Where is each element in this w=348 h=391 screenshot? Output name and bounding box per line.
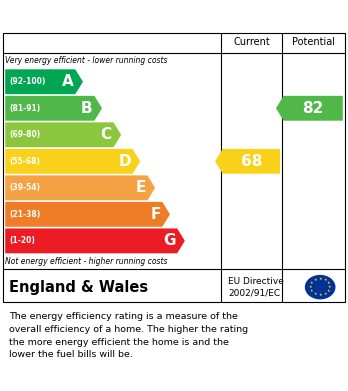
Text: 82: 82 — [302, 101, 324, 116]
Text: F: F — [150, 207, 160, 222]
Polygon shape — [5, 69, 83, 94]
Text: Potential: Potential — [292, 37, 335, 47]
Polygon shape — [5, 228, 185, 253]
Polygon shape — [5, 176, 155, 200]
Text: (81-91): (81-91) — [9, 104, 41, 113]
Text: ★: ★ — [327, 281, 330, 285]
Text: (92-100): (92-100) — [9, 77, 46, 86]
Text: ★: ★ — [318, 293, 322, 297]
Text: The energy efficiency rating is a measure of the
overall efficiency of a home. T: The energy efficiency rating is a measur… — [9, 312, 248, 359]
Text: (39-54): (39-54) — [9, 183, 40, 192]
Text: A: A — [62, 74, 73, 89]
Text: G: G — [163, 233, 175, 248]
Text: ★: ★ — [323, 278, 327, 282]
Text: C: C — [101, 127, 112, 142]
Polygon shape — [215, 149, 280, 174]
Text: ★: ★ — [327, 289, 330, 293]
Text: England & Wales: England & Wales — [9, 280, 148, 295]
Text: ★: ★ — [310, 281, 314, 285]
Text: (55-68): (55-68) — [9, 157, 40, 166]
Text: ★: ★ — [309, 285, 312, 289]
Text: EU Directive
2002/91/EC: EU Directive 2002/91/EC — [228, 277, 284, 298]
Text: (1-20): (1-20) — [9, 237, 35, 246]
Polygon shape — [276, 96, 343, 121]
Text: ★: ★ — [314, 292, 317, 296]
Polygon shape — [5, 96, 102, 121]
Text: ★: ★ — [314, 278, 317, 282]
Polygon shape — [5, 122, 121, 147]
Text: ★: ★ — [318, 278, 322, 282]
Text: B: B — [81, 101, 93, 116]
Text: Current: Current — [233, 37, 270, 47]
Text: (69-80): (69-80) — [9, 130, 41, 139]
Text: Not energy efficient - higher running costs: Not energy efficient - higher running co… — [5, 257, 168, 266]
Circle shape — [306, 276, 335, 299]
Text: ★: ★ — [323, 292, 327, 296]
Text: Energy Efficiency Rating: Energy Efficiency Rating — [9, 7, 219, 23]
Text: 68: 68 — [241, 154, 262, 169]
Polygon shape — [5, 202, 170, 227]
Text: ★: ★ — [328, 285, 332, 289]
Polygon shape — [5, 149, 140, 174]
Text: (21-38): (21-38) — [9, 210, 41, 219]
Text: ★: ★ — [310, 289, 314, 293]
Text: Very energy efficient - lower running costs: Very energy efficient - lower running co… — [5, 56, 168, 65]
Text: E: E — [135, 180, 146, 196]
Text: D: D — [118, 154, 131, 169]
